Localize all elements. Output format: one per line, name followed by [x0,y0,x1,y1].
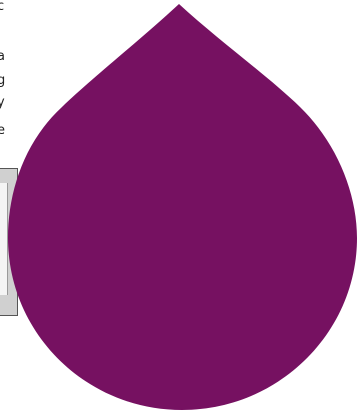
background-text-fragment: c [0,0,5,14]
background-panel-inset [0,183,8,295]
background-text-fragment: g [0,73,6,88]
background-text-fragment: e [0,123,5,138]
background-text-fragment: a [0,49,5,64]
teardrop-path [8,4,357,410]
background-text-fragment: y [0,95,5,110]
